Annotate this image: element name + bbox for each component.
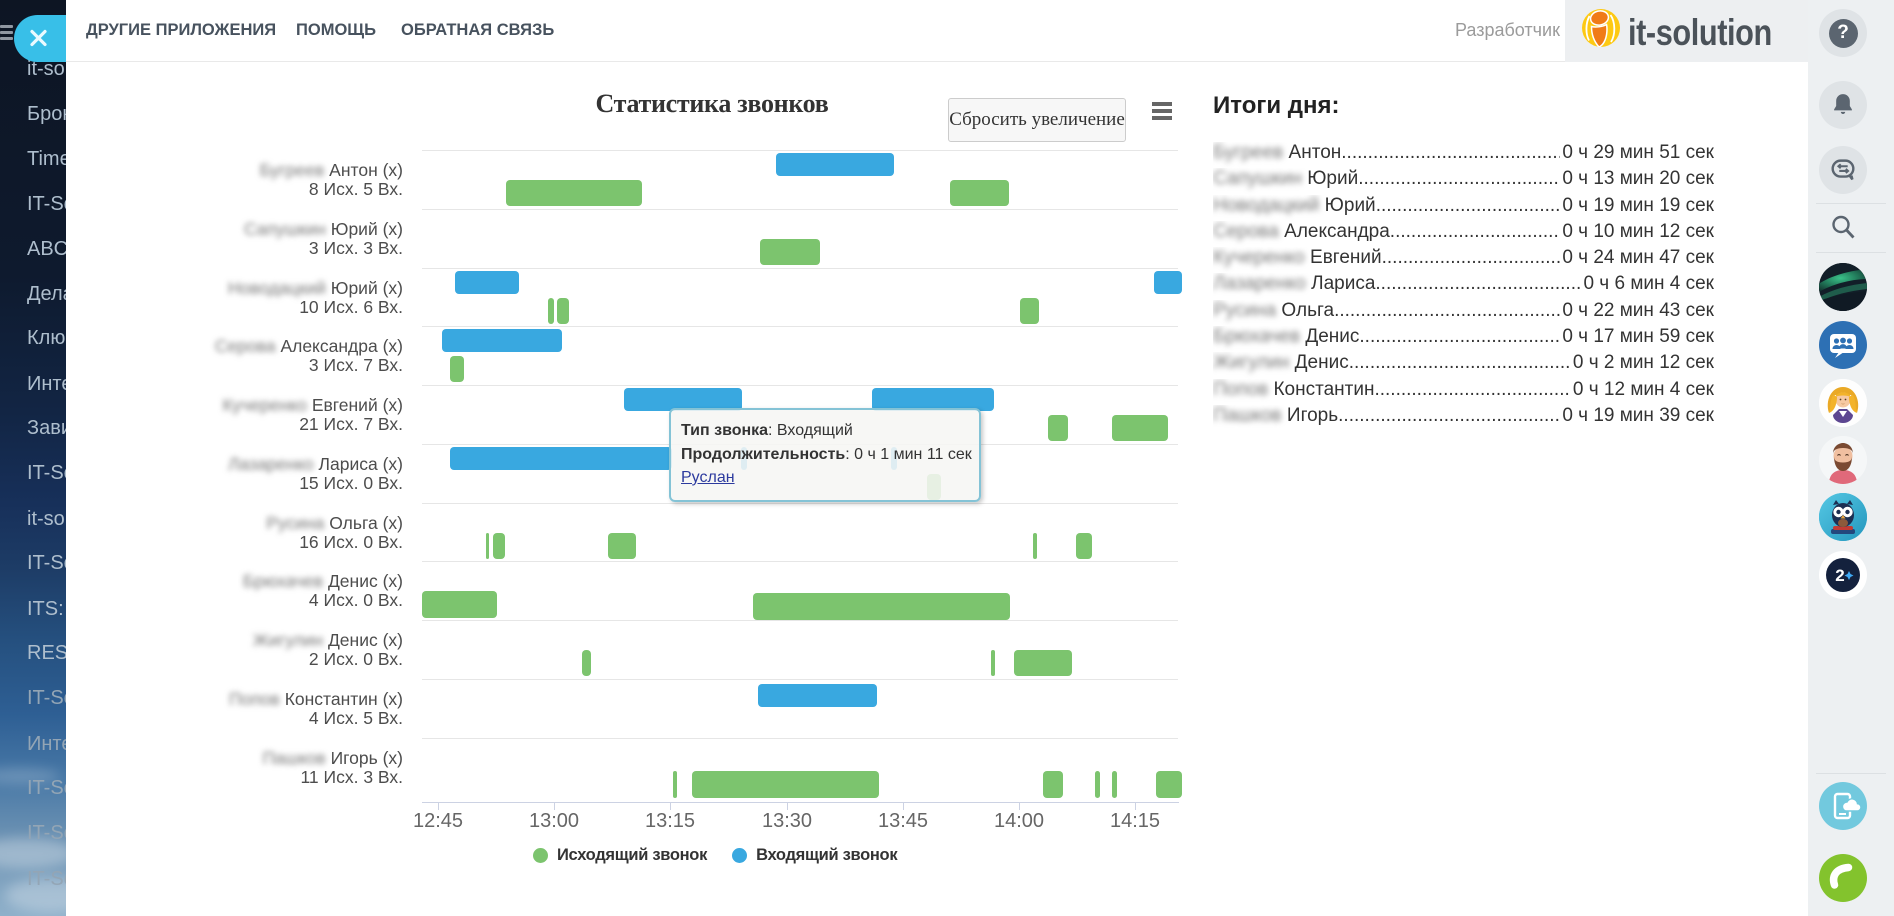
svg-text:2: 2 (1835, 566, 1844, 585)
